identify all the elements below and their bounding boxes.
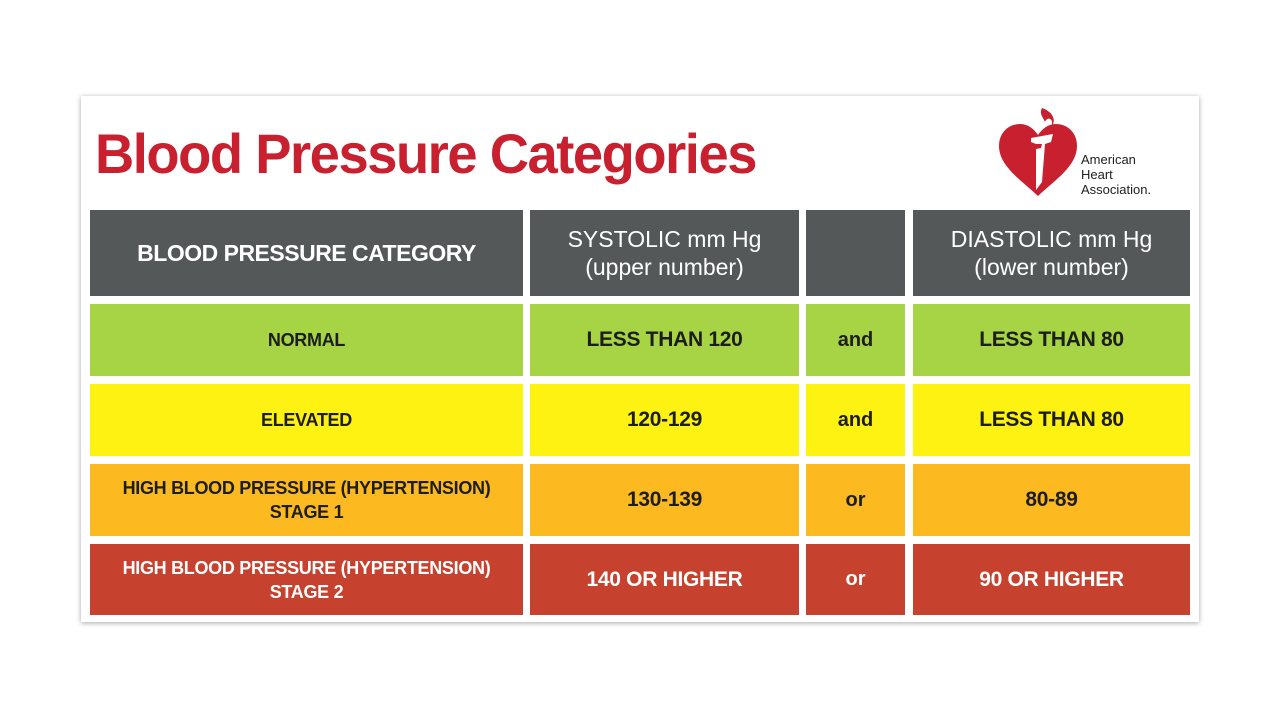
diastolic-stage-2: 90 OR HIGHER [913, 544, 1190, 615]
category-sublabel: (HYPERTENSION) STAGE 1 [269, 478, 491, 522]
heart-torch-icon [999, 108, 1077, 196]
header-systolic-sublabel: (upper number) [585, 254, 744, 280]
conjunction-stage-1: or [806, 464, 905, 536]
diastolic-normal: LESS THAN 80 [913, 304, 1190, 376]
category-label: ELEVATED [261, 410, 352, 430]
logo-line: Heart [1081, 167, 1113, 182]
systolic-elevated: 120-129 [530, 384, 799, 456]
systolic-stage-1: 130-139 [530, 464, 799, 536]
header-conjunction [806, 210, 905, 296]
aha-logo-text: American Heart Association. [1081, 152, 1191, 197]
diastolic-stage-1: 80-89 [913, 464, 1190, 536]
systolic-normal: LESS THAN 120 [530, 304, 799, 376]
logo-line: Association. [1081, 182, 1152, 197]
blood-pressure-chart-card: Blood Pressure Categories American Heart… [81, 96, 1199, 622]
category-elevated: ELEVATED [90, 384, 523, 456]
page-title: Blood Pressure Categories [95, 122, 757, 185]
category-hypertension-stage-1: HIGH BLOOD PRESSURE (HYPERTENSION) STAGE… [90, 464, 523, 536]
header-systolic-label: SYSTOLIC mm Hg [567, 226, 762, 252]
category-label: HIGH BLOOD PRESSURE [122, 557, 337, 578]
systolic-stage-2: 140 OR HIGHER [530, 544, 799, 615]
conjunction-normal: and [806, 304, 905, 376]
header-systolic: SYSTOLIC mm Hg (upper number) [530, 210, 799, 296]
header-diastolic-sublabel: (lower number) [974, 254, 1129, 280]
header-diastolic-label: DIASTOLIC mm Hg [950, 226, 1153, 252]
category-normal: NORMAL [90, 304, 523, 376]
conjunction-elevated: and [806, 384, 905, 456]
category-sublabel: (HYPERTENSION) STAGE 2 [269, 557, 491, 602]
category-label: HIGH BLOOD PRESSURE [122, 478, 337, 498]
header-category: BLOOD PRESSURE CATEGORY [90, 210, 523, 296]
category-hypertension-stage-2: HIGH BLOOD PRESSURE (HYPERTENSION) STAGE… [90, 544, 523, 615]
aha-logo: American Heart Association. [995, 104, 1185, 200]
header-category-label: BLOOD PRESSURE CATEGORY [137, 240, 476, 266]
logo-line: American [1081, 152, 1136, 167]
category-label: NORMAL [267, 330, 346, 350]
conjunction-stage-2: or [806, 544, 905, 615]
header-diastolic: DIASTOLIC mm Hg (lower number) [913, 210, 1190, 296]
diastolic-elevated: LESS THAN 80 [913, 384, 1190, 456]
